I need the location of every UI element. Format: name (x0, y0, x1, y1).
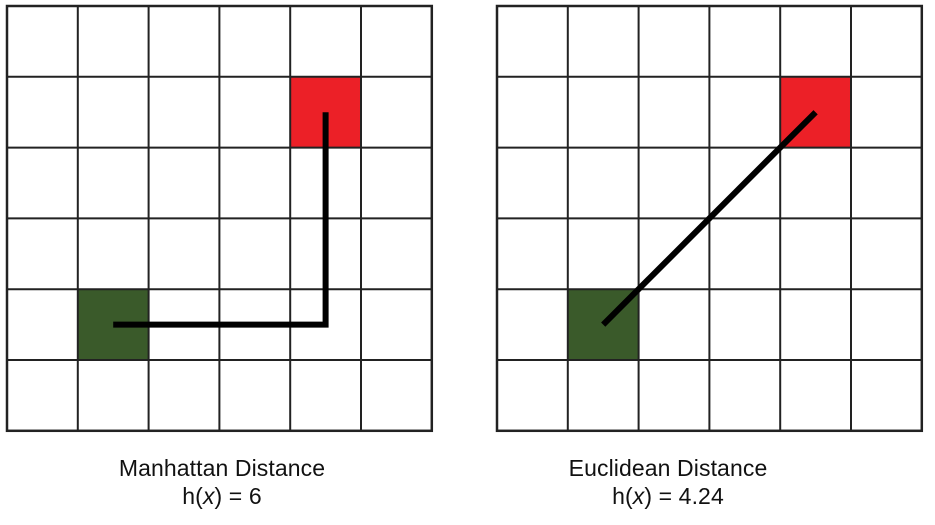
euclidean-caption: Euclidean Distance h(x) = 4.24 (498, 454, 838, 510)
manhattan-caption: Manhattan Distance h(x) = 6 (52, 454, 392, 510)
euclidean-formula: h(x) = 4.24 (498, 482, 838, 510)
manhattan-formula: h(x) = 6 (52, 482, 392, 510)
manhattan-caption-title: Manhattan Distance (118, 455, 326, 481)
euclidean-caption-title: Euclidean Distance (568, 455, 768, 481)
manhattan-grid-border (5, 4, 434, 433)
manhattan-grid-panel (5, 4, 434, 433)
manhattan-formula-variable: x (202, 483, 215, 509)
euclidean-grid-panel (495, 4, 924, 433)
manhattan-distance-path (113, 112, 329, 328)
euclidean-grid-border (495, 4, 924, 433)
manhattan-formula-value: ) = 6 (214, 483, 262, 509)
euclidean-distance-path (601, 110, 818, 327)
euclidean-formula-value: ) = 4.24 (644, 483, 724, 509)
euclidean-formula-prefix: h( (612, 483, 633, 509)
manhattan-formula-prefix: h( (182, 483, 203, 509)
euclidean-formula-variable: x (632, 483, 645, 509)
